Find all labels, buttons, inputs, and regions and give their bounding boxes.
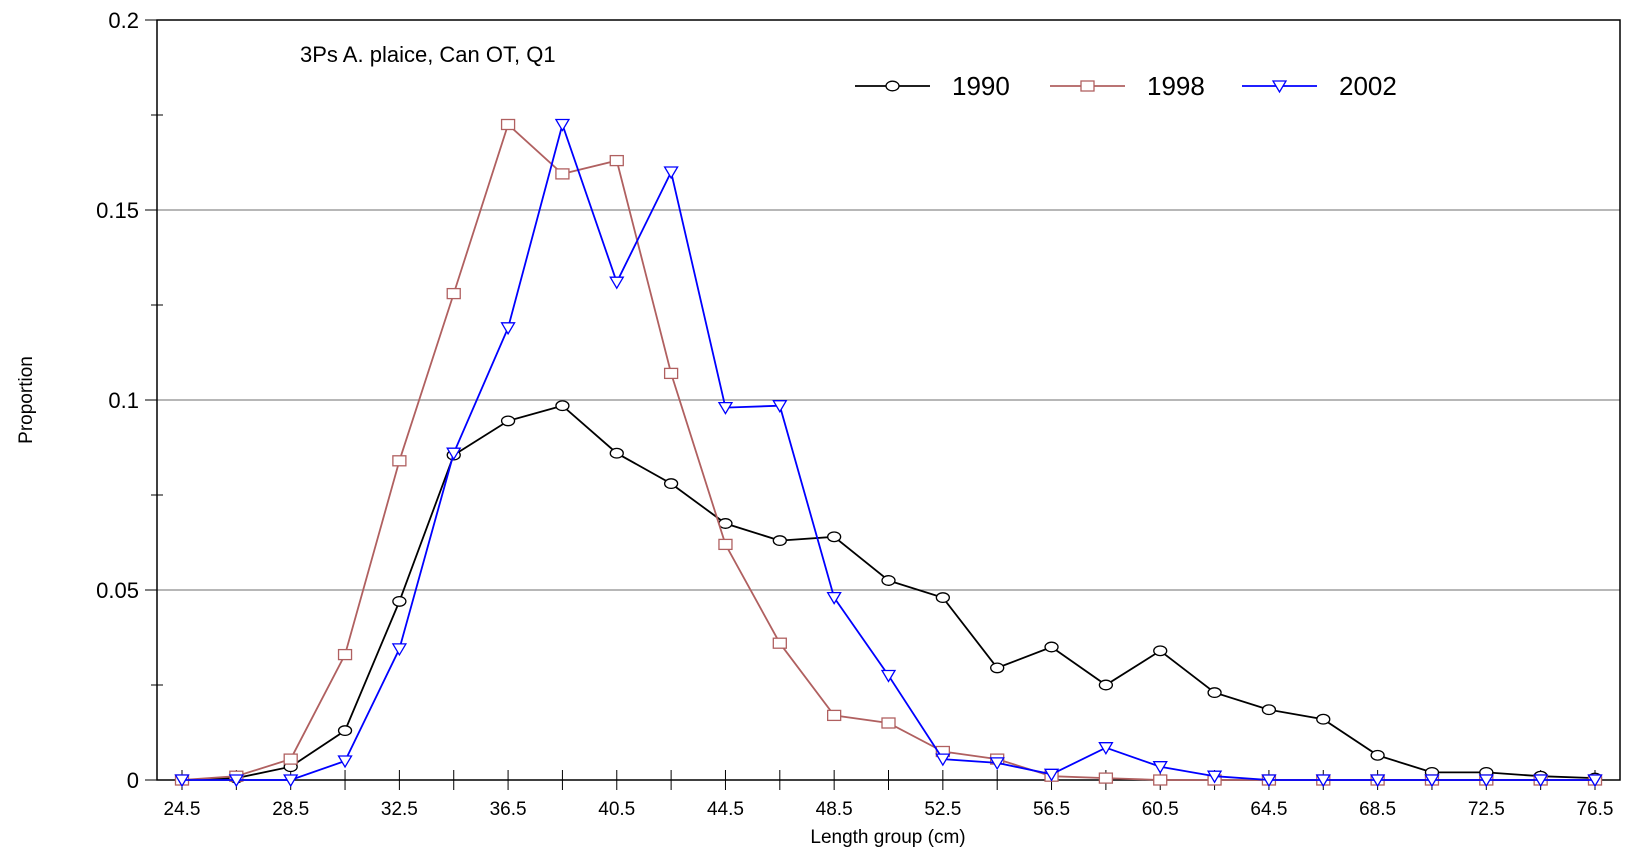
data-point-1998 [1153,774,1168,786]
series-layer [174,118,1603,788]
data-point-1990 [935,592,950,604]
data-point-1990 [718,518,733,529]
data-point-1990 [827,531,842,543]
legend-item-2002: 2002 [1242,71,1397,101]
x-tick-label: 64.5 [1250,799,1287,820]
data-point-2002 [554,118,571,132]
data-point-2002 [1587,774,1603,788]
data-point-2002 [1315,774,1331,788]
data-point-2002 [1533,774,1549,788]
data-point-1998 [1098,772,1114,784]
data-point-1990 [1261,704,1277,716]
data-point-1998 [283,753,298,765]
data-point-2002 [609,276,625,290]
data-point-2002 [880,669,897,683]
data-point-2002 [1206,770,1223,784]
data-point-1990 [1370,749,1385,761]
data-point-2002 [1152,761,1168,774]
y-tick-label: 0.15 [96,198,139,223]
data-point-1990 [500,415,516,427]
data-point-2002 [717,401,734,415]
data-point-1998 [718,538,733,551]
data-point-1990 [1316,713,1331,725]
x-tick-label: 28.5 [272,799,309,820]
data-point-1998 [392,455,407,467]
series-2002 [174,118,1603,788]
data-point-1998 [446,287,461,300]
data-point-2002 [337,755,353,769]
y-tick-label: 0 [127,768,139,793]
data-point-1998 [609,154,624,167]
data-point-1998 [772,637,787,649]
data-point-1998 [500,118,516,131]
data-point-2002 [935,753,951,767]
y-tick-label: 0.2 [108,8,139,33]
x-tick-label: 44.5 [707,799,744,820]
data-point-1990 [555,400,570,412]
data-point-2002 [283,774,299,788]
data-point-2002 [1478,774,1494,788]
data-point-2002 [989,757,1005,771]
data-point-2002 [174,774,190,788]
data-point-1998 [555,168,570,180]
data-point-1990 [392,595,407,607]
x-tick-label: 36.5 [490,799,527,820]
data-point-1990 [609,447,624,459]
legend-swatch-marker [885,80,900,92]
x-axis-title: Length group (cm) [810,827,965,848]
data-point-2002 [663,166,679,180]
gridlines [157,209,1620,591]
chart-title: 3Ps A. plaice, Can OT, Q1 [300,42,556,67]
series-1998 [174,118,1603,786]
data-point-2002 [228,774,244,788]
legend-label: 1990 [952,71,1010,101]
legend-label: 2002 [1339,71,1397,101]
data-point-2002 [1043,768,1060,782]
data-point-1998 [827,709,842,722]
x-tick-label: 40.5 [598,799,635,820]
legend-item-1990: 1990 [855,71,1010,101]
x-axis: 24.5 28.5 32.5 36.5 40.5 44.5 48.5 52.5 56.5 60.5… [164,770,1614,820]
x-tick-label: 76.5 [1577,799,1614,820]
data-point-2002 [391,643,408,657]
data-point-1998 [663,367,679,380]
y-axis-title: Proportion [16,356,37,444]
legend-swatch-marker [1080,80,1095,92]
data-point-1990 [1044,641,1059,653]
data-point-1990 [1098,679,1114,691]
data-point-1990 [663,478,679,490]
x-tick-label: 52.5 [924,799,961,820]
data-point-2002 [500,322,516,336]
data-point-1990 [337,725,353,737]
legend: 1990 1998 2002 [855,71,1397,101]
data-point-1990 [881,575,896,586]
x-tick-label: 60.5 [1142,799,1179,820]
data-point-2002 [446,447,462,461]
data-point-2002 [772,400,788,413]
data-point-2002 [826,591,842,605]
data-point-2002 [1261,774,1277,788]
data-point-1990 [772,535,787,547]
x-tick-label: 48.5 [816,799,853,820]
x-tick-label: 72.5 [1468,799,1505,820]
y-tick-label: 0.1 [108,388,139,413]
y-axis: 0 0.05 0.1 0.15 0.2 [96,8,163,793]
legend-label: 1998 [1147,71,1205,101]
x-tick-label: 32.5 [381,799,418,820]
data-point-2002 [1369,774,1386,788]
x-tick-label: 68.5 [1359,799,1396,820]
data-point-1998 [881,717,896,729]
data-point-2002 [1098,742,1114,755]
data-point-1998 [337,648,353,661]
x-tick-label: 56.5 [1033,799,1070,820]
data-point-1990 [1153,645,1168,657]
legend-swatch-marker [1271,80,1288,94]
data-point-1990 [990,662,1005,674]
x-tick-label: 24.5 [164,799,201,820]
legend-item-1998: 1998 [1050,71,1205,101]
y-tick-label: 0.05 [96,578,139,603]
data-point-2002 [1424,774,1440,788]
data-point-1990 [1207,687,1222,699]
